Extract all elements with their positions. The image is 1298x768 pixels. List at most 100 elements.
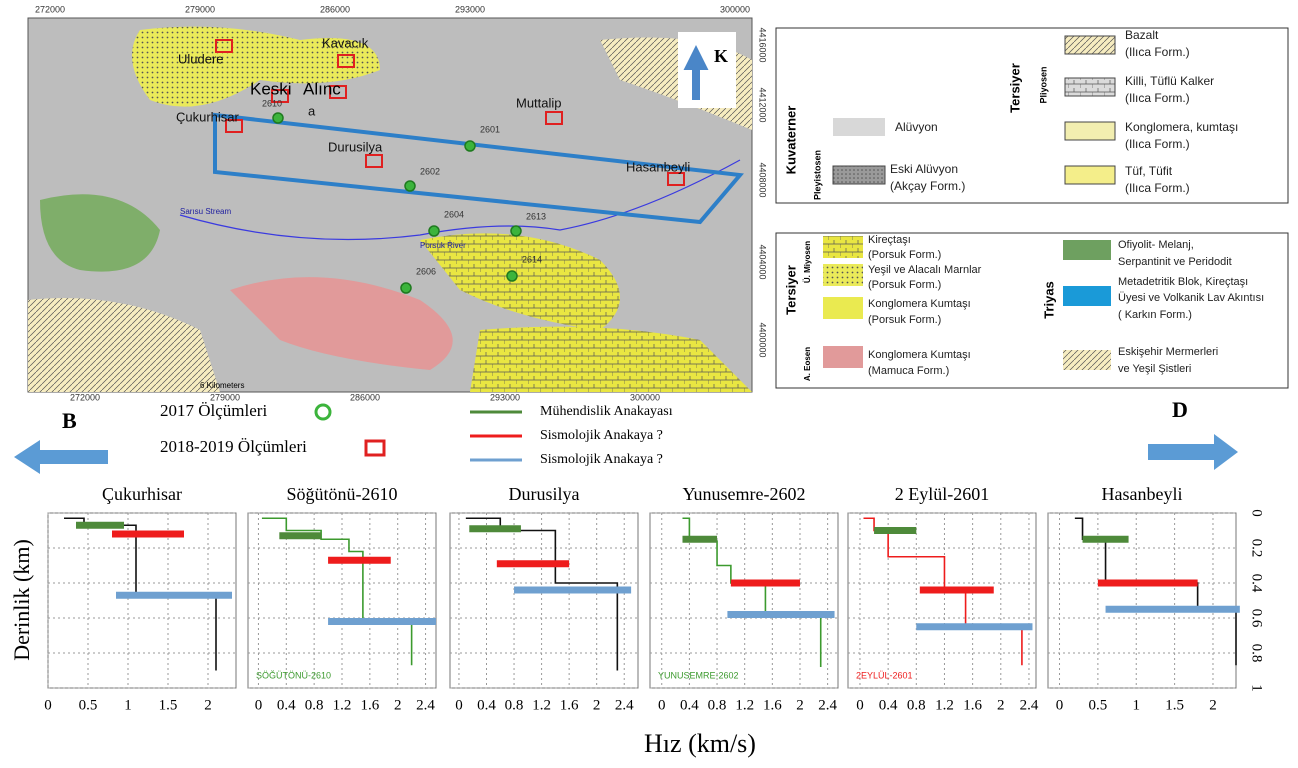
y-tick-label: 0 xyxy=(1249,509,1265,517)
map-x-tick: 300000 xyxy=(720,4,750,14)
x-tick-label: 1.5 xyxy=(159,697,178,713)
place-label: Kavacık xyxy=(322,35,369,50)
x-tick-label: 0.4 xyxy=(277,697,296,713)
legend-swatch xyxy=(823,236,863,258)
chart-title: Söğütönü-2610 xyxy=(286,484,397,504)
legend-group: Triyas xyxy=(1041,281,1056,319)
place-label: a xyxy=(308,103,316,118)
chart-title: Durusilya xyxy=(509,484,580,504)
legend-swatch xyxy=(1065,78,1115,96)
legend-group: Tersiyer xyxy=(783,265,798,315)
x-tick-label: 1.6 xyxy=(963,697,982,713)
place-label: Hasanbeyli xyxy=(626,159,690,174)
legend-label: Konglomera, kumtaşı xyxy=(1125,120,1238,134)
legend-label: Metadetritik Blok, Kireçtaşı xyxy=(1118,276,1248,288)
x-tick-label: 1.5 xyxy=(1165,697,1184,713)
x-tick-label: 2 xyxy=(997,697,1005,713)
legend-swatch xyxy=(1065,166,1115,184)
x-tick-label: 0.5 xyxy=(79,697,98,713)
key-label: 2018-2019 Ölçümleri xyxy=(160,437,307,456)
x-tick-label: 1 xyxy=(1132,697,1140,713)
key-label: Mühendislik Anakayası xyxy=(540,404,673,419)
plot-frame xyxy=(1048,513,1236,688)
x-tick-label: 0.8 xyxy=(505,697,524,713)
legend-label: Konglomera Kumtaşı xyxy=(868,349,971,361)
x-tick-label: 2 xyxy=(593,697,601,713)
legend-swatch xyxy=(823,297,863,319)
legend-top: Kuvaterner Pleyistosen Tersiyer Pliyosen… xyxy=(776,28,1288,203)
legend-group: Pliyosen xyxy=(1038,66,1048,103)
legend-label: Kireçtaşı xyxy=(868,234,911,246)
x-tick-label: 0.8 xyxy=(708,697,727,713)
x-tick-label: 0 xyxy=(455,697,463,713)
figure: Uludere Kavacık Keski Alınc a 2610 Çukur… xyxy=(0,0,1298,768)
legend-swatch xyxy=(833,118,885,136)
chart-title: Yunusemre-2602 xyxy=(683,484,806,504)
x-tick-label: 0.8 xyxy=(907,697,926,713)
x-tick-label: 1.2 xyxy=(532,697,551,713)
map-x-tick: 286000 xyxy=(350,392,380,402)
site-label: 2606 xyxy=(416,266,436,276)
x-tick-label: 1.2 xyxy=(935,697,954,713)
site-label: 2601 xyxy=(480,124,500,134)
legend-swatch xyxy=(823,264,863,286)
direction-label: B xyxy=(62,408,77,433)
x-tick-label: 0 xyxy=(255,697,263,713)
x-tick-label: 0.8 xyxy=(305,697,324,713)
map-x-tick: 279000 xyxy=(185,4,215,14)
legend-swatch xyxy=(1063,286,1111,306)
y-tick-label: 1 xyxy=(1249,684,1265,692)
legend-label: Alüvyon xyxy=(895,120,938,134)
legend-group: Kuvaterner xyxy=(783,106,798,175)
map-y-tick: 4416000 xyxy=(758,27,768,62)
site-label: 2610 xyxy=(262,98,282,108)
x-tick-label: 1 xyxy=(124,697,132,713)
arrow xyxy=(14,440,108,474)
north-label: K xyxy=(714,46,728,66)
y-axis-label: Derinlik (km) xyxy=(9,539,34,661)
y-tick-label: 0.4 xyxy=(1249,574,1265,593)
x-tick-label: 0 xyxy=(44,697,52,713)
plot-frame xyxy=(650,513,838,688)
direction-label: D xyxy=(1172,397,1188,422)
profile-label: 2EYLÜL-2601 xyxy=(856,670,913,680)
x-tick-label: 1.2 xyxy=(333,697,352,713)
legend-swatch xyxy=(833,166,885,184)
place-label: Keski xyxy=(250,79,292,98)
legend-label: Yeşil ve Alacalı Marnlar xyxy=(868,264,982,276)
legend-group: Ü. Miyosen xyxy=(803,241,812,283)
x-tick-label: 2 xyxy=(796,697,804,713)
x-tick-label: 2 xyxy=(204,697,212,713)
chart-title: 2 Eylül-2601 xyxy=(895,484,990,504)
legend-label: (Ilıca Form.) xyxy=(1125,45,1190,59)
legend-label: (Mamuca Form.) xyxy=(868,365,949,377)
legend-bottom: Tersiyer Ü. Miyosen A. Eosen Triyas Kire… xyxy=(776,233,1288,388)
x-tick-label: 2 xyxy=(1209,697,1217,713)
x-tick-label: 0.4 xyxy=(477,697,496,713)
place-label: Alınc xyxy=(303,79,341,98)
site-label: 2613 xyxy=(526,211,546,221)
legend-swatch xyxy=(1065,122,1115,140)
x-tick-label: 1.6 xyxy=(763,697,782,713)
legend-label: (Porsuk Form.) xyxy=(868,279,941,291)
map-y-tick: 4408000 xyxy=(758,162,768,197)
legend-label: (Porsuk Form.) xyxy=(868,249,941,261)
chart-title: Hasanbeyli xyxy=(1102,484,1183,504)
map-x-tick: 272000 xyxy=(70,392,100,402)
profile-label: SÖĞÜTÖNÜ-2610 xyxy=(256,670,331,680)
x-tick-label: 2.4 xyxy=(615,697,634,713)
place-label: Uludere xyxy=(178,51,224,66)
arrow xyxy=(1148,434,1238,470)
site-label: 2614 xyxy=(522,254,542,264)
site-label: 2602 xyxy=(420,166,440,176)
x-tick-label: 2 xyxy=(394,697,402,713)
x-tick-label: 0.4 xyxy=(879,697,898,713)
plot-frame xyxy=(450,513,638,688)
place-label: Durusilya xyxy=(328,139,383,154)
legend-group: Tersiyer xyxy=(1007,63,1022,113)
place-label: Muttalip xyxy=(516,95,562,110)
map-y-tick: 4412000 xyxy=(758,87,768,122)
legend-group: Pleyistosen xyxy=(812,150,822,200)
key-marker xyxy=(316,405,330,419)
x-tick-label: 2.4 xyxy=(416,697,435,713)
